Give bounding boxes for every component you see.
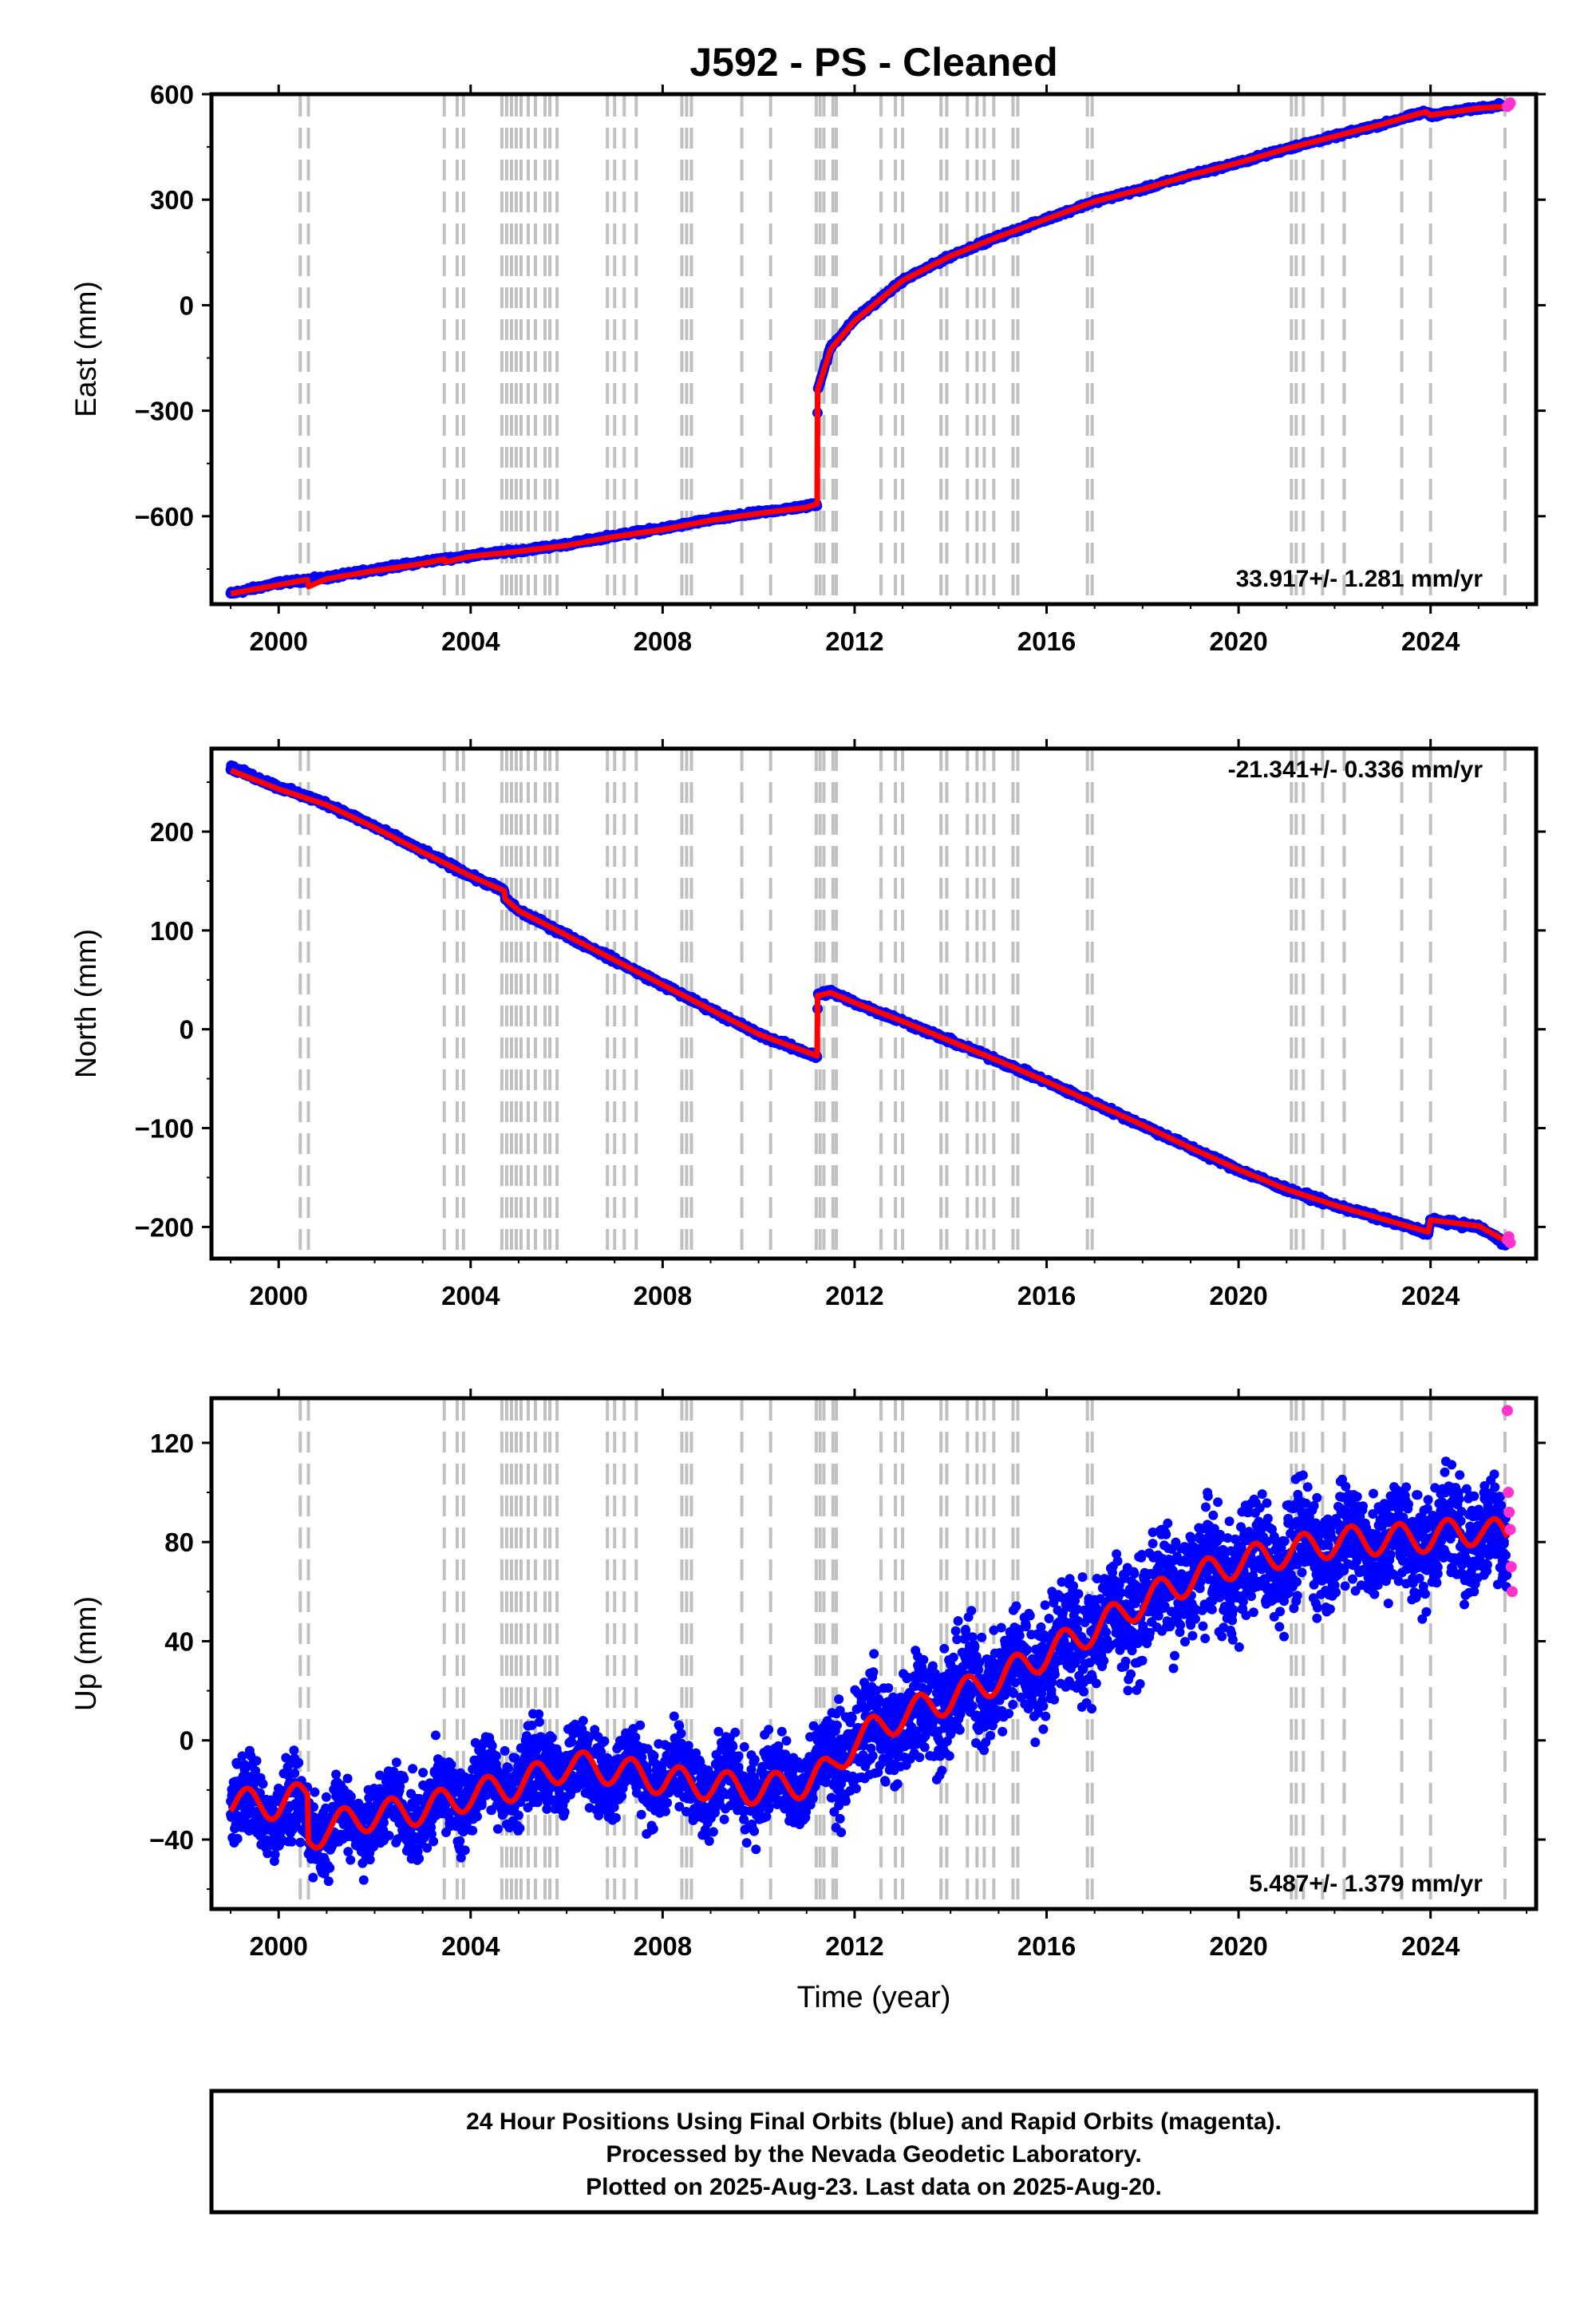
north-panel: 200 100 0 −100 −200 2000 2004 2008 2012 2016 2020 2…: [69, 739, 1546, 1310]
y-tick-label: 100: [150, 916, 194, 946]
x-tick-label: 2004: [441, 626, 500, 656]
x-tick-label: 2000: [249, 626, 307, 656]
x-tick-label: 2012: [825, 1281, 883, 1310]
x-tick-label: 2020: [1209, 626, 1267, 656]
model-fit-line: [229, 767, 1509, 1244]
plot-frame: [209, 92, 1539, 607]
velocity-rate-label: -21.341+/- 0.336 mm/yr: [1228, 757, 1483, 783]
y-axis-label: North (mm): [69, 929, 102, 1078]
y-tick-label: 0: [180, 1015, 194, 1045]
y-tick-label: −600: [135, 502, 194, 532]
x-tick-label: 2016: [1017, 1281, 1076, 1310]
final-orbit-point: [232, 1833, 243, 1844]
final-orbit-points: [225, 97, 1508, 599]
y-tick-label: −200: [135, 1212, 194, 1242]
final-orbit-point: [290, 1769, 300, 1778]
y-tick-label: −300: [135, 397, 194, 426]
y-tick-label: 0: [180, 290, 194, 320]
x-tick-label: 2008: [634, 626, 692, 656]
chart-title: J592 - PS - Cleaned: [689, 40, 1057, 85]
x-tick-label: 2012: [825, 626, 883, 656]
rapid-orbit-point: [1504, 97, 1516, 109]
x-tick-label: 2004: [441, 1281, 500, 1310]
y-tick-label: 600: [150, 80, 194, 109]
final-orbit-point: [258, 1779, 268, 1789]
x-tick-label: 2020: [1209, 1281, 1267, 1310]
x-tick-label: 2024: [1401, 626, 1460, 656]
y-axis-label: East (mm): [69, 281, 102, 417]
y-tick-label: 200: [150, 817, 194, 847]
x-tick-label: 2008: [634, 1281, 692, 1310]
x-tick-label: 2000: [249, 1281, 307, 1310]
y-tick-label: 300: [150, 185, 194, 215]
y-tick-label: −100: [135, 1114, 194, 1144]
final-orbit-point: [251, 1756, 262, 1766]
east-panel: 600 300 0 −300 −600 2000 2004 2008 2012 2016 2020 2…: [69, 80, 1546, 656]
x-tick-label: 2016: [1017, 626, 1076, 656]
velocity-rate-label: 33.917+/- 1.281 mm/yr: [1236, 566, 1483, 592]
final-orbit-point: [286, 1836, 297, 1847]
x-tick-label: 2024: [1401, 1281, 1460, 1310]
model-fit-line: [230, 103, 1508, 597]
final-orbit-point: [294, 1757, 304, 1768]
rapid-orbit-point: [1504, 1237, 1516, 1249]
final-orbit-point: [295, 1837, 306, 1848]
